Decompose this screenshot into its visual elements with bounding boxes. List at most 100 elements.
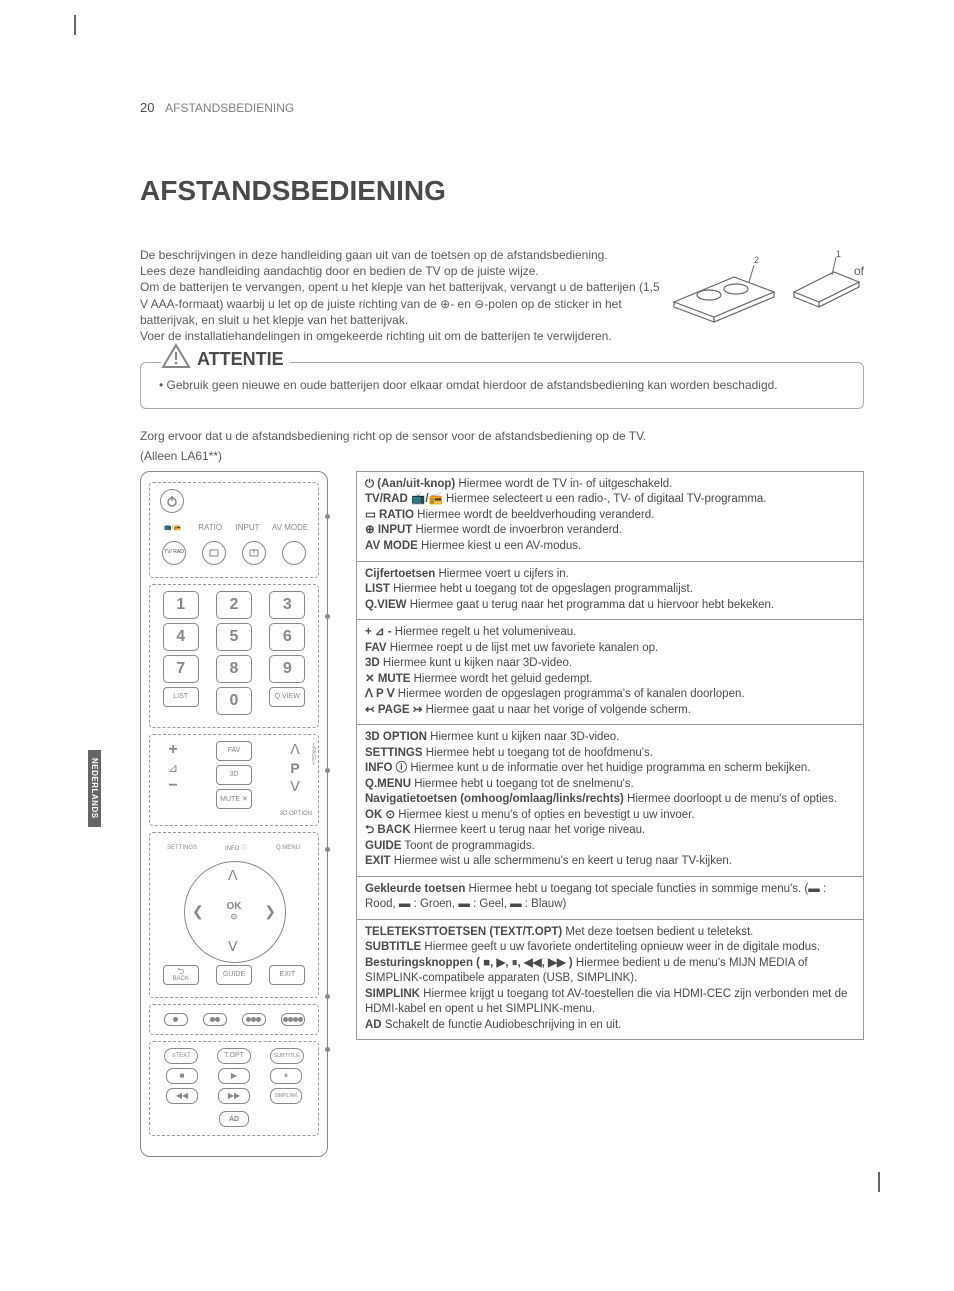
remote-diagram: 📺/📻 RATIO INPUT AV MODE TV/ RAD 1 2 3: [140, 471, 328, 1158]
guide-button: GUIDE: [216, 965, 252, 985]
description-text: Toont de programmagids.: [401, 840, 534, 852]
ok-button: OK ⊙: [220, 897, 248, 925]
input-label: INPUT: [235, 519, 261, 537]
description-box: Gekleurde toetsen Hiermee hebt u toegang…: [356, 876, 864, 920]
description-text: Hiermee geeft u uw favoriete ondertiteli…: [421, 941, 820, 953]
description-column: ⏻ (Aan/uit-knop) Hiermee wordt de TV in-…: [356, 471, 864, 1158]
description-term: LIST: [365, 583, 390, 595]
digit-8: 8: [216, 655, 252, 683]
callout-dot: [325, 994, 330, 999]
description-term: SIMPLINK: [365, 988, 420, 1000]
description-term: GUIDE: [365, 840, 401, 852]
nav-right-icon: ❯: [264, 903, 276, 920]
power-icon: [166, 495, 178, 507]
description-text: Hiermee wordt de invoerbron veranderd.: [412, 524, 622, 536]
attention-box: ATTENTIE Gebruik geen nieuwe en oude bat…: [140, 362, 864, 409]
red-button: [164, 1013, 188, 1026]
description-term: TV/RAD 📺/📻: [365, 493, 443, 505]
description-text: Hiermee krijgt u toegang tot AV-toestell…: [365, 988, 847, 1016]
description-line: INFO ⓘ Hiermee kunt u de informatie over…: [365, 761, 855, 777]
description-line: 3D Hiermee kunt u kijken naar 3D-video.: [365, 656, 855, 672]
description-line: SUBTITLE Hiermee geeft u uw favoriete on…: [365, 940, 855, 956]
description-term: FAV: [365, 642, 387, 654]
text-button: ≡ TEXT: [164, 1048, 198, 1064]
digit-7: 7: [163, 655, 199, 683]
description-box: ⏻ (Aan/uit-knop) Hiermee wordt de TV in-…: [356, 471, 864, 562]
description-text: Hiermee wordt de TV in- of uitgeschakeld…: [455, 478, 672, 490]
description-term: ꓥ P ꓦ: [365, 688, 395, 700]
description-term: Q.MENU: [365, 778, 411, 790]
description-line: Navigatietoetsen (omhoog/omlaag/links/re…: [365, 792, 855, 808]
digit-5: 5: [216, 623, 252, 651]
qview-button: Q.VIEW: [269, 687, 305, 707]
digit-3: 3: [269, 591, 305, 619]
callout-dot: [325, 614, 330, 619]
volume-minus-icon: −: [168, 777, 177, 795]
description-text: Met deze toetsen bedient u teletekst.: [562, 926, 753, 938]
description-text: Hiermee hebt u toegang tot de opgeslagen…: [390, 583, 693, 595]
ratio-button: [202, 541, 226, 565]
description-line: TV/RAD 📺/📻 Hiermee selecteert u een radi…: [365, 492, 855, 508]
description-line: SIMPLINK Hiermee krijgt u toegang tot AV…: [365, 987, 855, 1018]
intro-text: De beschrijvingen in deze handleiding ga…: [140, 247, 660, 344]
description-text: Hiermee wordt het geluid gedempt.: [410, 673, 592, 685]
description-line: LIST Hiermee hebt u toegang tot de opges…: [365, 582, 855, 598]
topt-button: T.OPT: [217, 1048, 251, 1064]
qmenu-button: Q.MENU: [275, 839, 301, 857]
description-text: Hiermee wordt de beeldverhouding verande…: [414, 509, 654, 521]
nav-up-icon: ꓥ: [228, 867, 238, 884]
intro-block: De beschrijvingen in deze handleiding ga…: [140, 247, 864, 344]
description-term: ⏻ (Aan/uit-knop): [365, 478, 455, 490]
green-button: [203, 1013, 227, 1026]
attention-title-text: ATTENTIE: [197, 349, 284, 369]
power-button: [160, 489, 184, 513]
description-term: EXIT: [365, 855, 391, 867]
input-button: [242, 541, 266, 565]
p-up-icon: ꓥ: [290, 741, 300, 758]
ok-label: OK: [227, 901, 242, 912]
description-text: Hiermee kunt u kijken naar 3D-video.: [380, 657, 572, 669]
page-header: 20 AFSTANDSBEDIENING: [140, 100, 864, 115]
page-content: 20 AFSTANDSBEDIENING AFSTANDSBEDIENING D…: [0, 0, 954, 1197]
fav-button: FAV: [216, 741, 252, 761]
callout-dot: [325, 514, 330, 519]
description-term: Cijfertoetsen: [365, 568, 435, 580]
page-label: ↢PAGE↣: [310, 743, 316, 765]
callout-dot: [325, 768, 330, 773]
description-box: 3D OPTION Hiermee kunt u kijken naar 3D-…: [356, 724, 864, 877]
main-title: AFSTANDSBEDIENING: [140, 175, 864, 207]
description-line: ✕ MUTE Hiermee wordt het geluid gedempt.: [365, 672, 855, 688]
description-text: Hiermee wist u alle schermmenu's en keer…: [391, 855, 732, 867]
description-term: SUBTITLE: [365, 941, 421, 953]
avmode-label: AV MODE: [272, 519, 308, 537]
ad-button: AD: [219, 1111, 249, 1127]
p-down-icon: ꓦ: [290, 778, 300, 795]
digit-9: 9: [269, 655, 305, 683]
description-box: Cijfertoetsen Hiermee voert u cijfers in…: [356, 561, 864, 621]
rewind-button: ◀◀: [166, 1088, 198, 1104]
description-text: Hiermee doorloopt u de menu's of opties.: [624, 793, 837, 805]
remote-section-nav: SETTINGS INFO ⓘ Q.MENU ꓥ ꓦ ❮ ❯ OK ⊙ ⮌: [149, 832, 319, 998]
nav-down-icon: ꓦ: [228, 938, 238, 955]
description-term: INFO ⓘ: [365, 762, 407, 774]
description-term: ▭ RATIO: [365, 509, 414, 521]
settings-button: SETTINGS: [167, 839, 197, 857]
page-number: 20: [140, 100, 154, 115]
blue-button: [281, 1013, 305, 1026]
ffwd-button: ▶▶: [218, 1088, 250, 1104]
description-term: Q.VIEW: [365, 599, 407, 611]
description-line: SETTINGS Hiermee hebt u toegang tot de h…: [365, 746, 855, 762]
volume-plus-icon: +: [168, 741, 177, 759]
three-d-button: 3D: [216, 765, 252, 785]
description-line: Q.MENU Hiermee hebt u toegang tot de sne…: [365, 777, 855, 793]
description-text: Hiermee regelt u het volumeniveau.: [392, 626, 577, 638]
avmode-button: [282, 541, 306, 565]
description-term: 3D: [365, 657, 380, 669]
description-line: ▭ RATIO Hiermee wordt de beeldverhouding…: [365, 508, 855, 524]
description-text: Hiermee kunt u kijken naar 3D-video.: [427, 731, 619, 743]
description-text: Hiermee voert u cijfers in.: [435, 568, 569, 580]
remote-section-playback: ≡ TEXT T.OPT SUBTITLE ■ ▶ ⏸ ◀◀ ▶▶ SIMPLI…: [149, 1041, 319, 1137]
description-line: EXIT Hiermee wist u alle schermmenu's en…: [365, 854, 855, 870]
description-term: AD: [365, 1019, 382, 1031]
description-line: ↢ PAGE ↣ Hiermee gaat u naar het vorige …: [365, 703, 855, 719]
